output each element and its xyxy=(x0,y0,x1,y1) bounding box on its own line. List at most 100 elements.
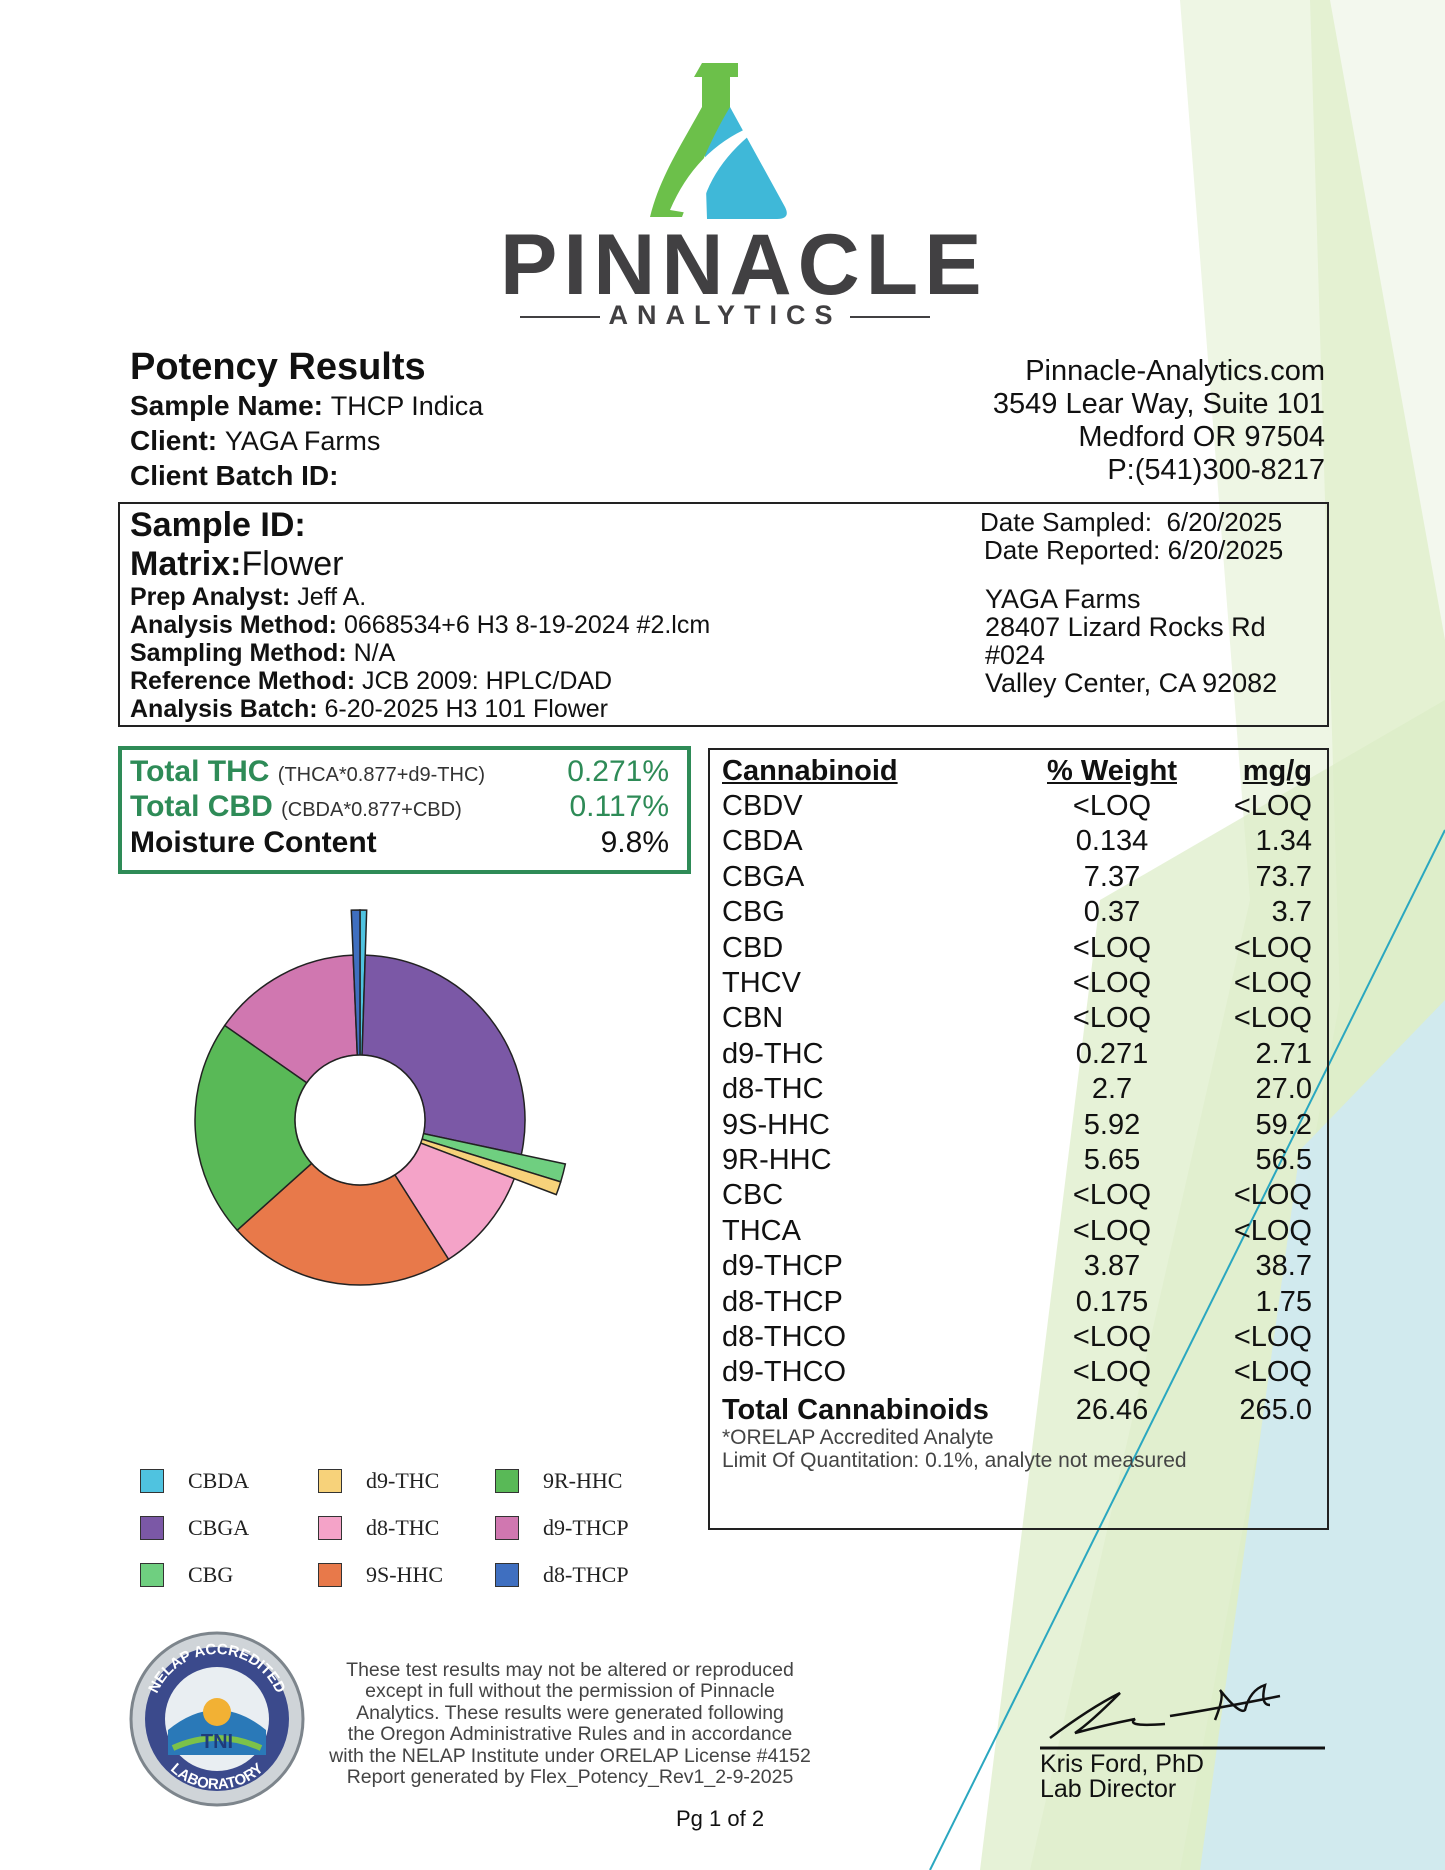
table-row: THCV <LOQ <LOQ xyxy=(722,969,1312,1004)
moisture-label: Moisture Content xyxy=(130,826,377,859)
legend-swatch xyxy=(495,1469,519,1493)
weight-value: <LOQ xyxy=(1072,967,1152,999)
disclaimer-line: the Oregon Administrative Rules and in a… xyxy=(347,1723,793,1746)
client-batch-label: Client Batch ID: xyxy=(130,460,339,491)
table-header: Cannabinoid % Weight mg/g xyxy=(722,757,1312,792)
weight-value: 7.37 xyxy=(1083,860,1141,893)
table-row: d9-THC 0.271 2.71 xyxy=(722,1039,1312,1075)
weight-value: <LOQ xyxy=(1072,1179,1152,1212)
sampling-method-label: Sampling Method: xyxy=(130,639,347,667)
reference-method-value: JCB 2009: HPLC/DAD xyxy=(362,667,613,695)
mg-value: 59.2 xyxy=(1255,1108,1312,1141)
analysis-batch-label: Analysis Batch: xyxy=(130,695,318,723)
mg-value: 27.0 xyxy=(1255,1073,1312,1106)
cannabinoid-table-box xyxy=(708,748,1329,1530)
totals-box xyxy=(118,746,691,874)
mg-value: 38.7 xyxy=(1255,1250,1312,1283)
cannabinoid-name: d8-THCO xyxy=(722,1321,847,1353)
prep-analyst-value: Jeff A. xyxy=(297,583,367,611)
table-row: 9R-HHC 5.65 56.5 xyxy=(722,1146,1312,1181)
analysis-method-row: Analysis Method: 0668534+6 H3 8-19-2024 … xyxy=(130,613,710,638)
cannabinoid-name: CBDA xyxy=(722,825,803,858)
disclaimer-line: Analytics. These results were generated … xyxy=(356,1701,784,1724)
logo-subtitle: ANALYTICS xyxy=(500,302,950,329)
header-cannabinoid: Cannabinoid xyxy=(722,755,898,787)
sample-name-value: THCP Indica xyxy=(330,391,484,421)
sample-info-box xyxy=(118,502,1329,727)
legend-label: d9-THCP xyxy=(543,1515,629,1540)
total-cannabinoids-label: Total Cannabinoids xyxy=(722,1394,989,1426)
cannabinoid-name: d9-THCP xyxy=(722,1250,843,1283)
weight-value: <LOQ xyxy=(1072,790,1152,822)
donut-hole xyxy=(294,1054,426,1186)
matrix-value: Flower xyxy=(241,545,344,583)
signer-name: Kris Ford, PhD xyxy=(1040,1750,1204,1778)
cannabinoid-name: 9R-HHC xyxy=(722,1144,832,1176)
table-row: d8-THC 2.7 27.0 xyxy=(722,1075,1312,1110)
signer-title: Lab Director xyxy=(1040,1775,1177,1803)
weight-value: 0.175 xyxy=(1075,1285,1149,1318)
date-sampled-value: 6/20/2025 xyxy=(1166,507,1283,537)
lab-phone: P:(541)300-8217 xyxy=(1107,454,1325,486)
weight-value: <LOQ xyxy=(1072,1002,1152,1035)
analysis-batch-value: 6-20-2025 H3 101 Flower xyxy=(324,695,609,723)
analysis-method-value: 0668534+6 H3 8-19-2024 #2.lcm xyxy=(343,611,711,639)
table-row: CBGA 7.37 73.7 xyxy=(722,860,1312,898)
potency-donut-chart xyxy=(194,909,567,1286)
mg-value: <LOQ xyxy=(1233,931,1312,964)
disclaimer-line: Report generated by Flex_Potency_Rev1_2-… xyxy=(346,1766,794,1789)
total-cannabinoids-mg: 265.0 xyxy=(1239,1394,1312,1426)
date-sampled-row: Date Sampled: 6/20/2025 xyxy=(980,509,1282,535)
cannabinoid-name: THCA xyxy=(722,1214,801,1247)
table-row: CBN <LOQ <LOQ xyxy=(722,1004,1312,1039)
total-cbd-formula: (CBDA*0.877+CBD) xyxy=(281,799,462,821)
moisture-value: 9.8% xyxy=(600,826,669,859)
signer-block: Kris Ford, PhD Lab Director xyxy=(1040,1752,1204,1802)
cannabinoid-name: d8-THC xyxy=(722,1073,824,1106)
weight-value: <LOQ xyxy=(1072,1356,1152,1389)
legend-swatch xyxy=(495,1563,519,1587)
prep-analyst-label: Prep Analyst: xyxy=(130,583,291,611)
total-cannabinoids-weight: 26.46 xyxy=(1075,1394,1149,1426)
legend-swatch xyxy=(318,1516,342,1540)
orelap-note: *ORELAP Accredited Analyte xyxy=(722,1426,994,1449)
mg-value: 73.7 xyxy=(1255,860,1312,893)
weight-value: 2.7 xyxy=(1091,1073,1133,1106)
mg-value: <LOQ xyxy=(1233,1321,1312,1353)
total-cbd-value: 0.117% xyxy=(569,790,669,823)
mg-value: <LOQ xyxy=(1233,1214,1312,1247)
client-batch-row: Client Batch ID: xyxy=(130,462,338,490)
header-weight: % Weight xyxy=(1047,755,1177,787)
weight-value: 5.65 xyxy=(1083,1144,1141,1176)
mg-value: <LOQ xyxy=(1233,1356,1312,1389)
mg-value: 1.34 xyxy=(1255,825,1312,858)
total-thc-value: 0.271% xyxy=(567,755,669,788)
legend-swatch xyxy=(140,1563,164,1587)
legend-swatch xyxy=(318,1469,342,1493)
cannabinoid-name: THCV xyxy=(722,967,801,999)
matrix-label: Matrix: xyxy=(130,545,242,583)
analysis-method-label: Analysis Method: xyxy=(130,611,337,639)
table-row: CBDV <LOQ <LOQ xyxy=(722,792,1312,827)
cannabinoid-name: CBGA xyxy=(722,860,805,893)
table-row: 9S-HHC 5.92 59.2 xyxy=(722,1108,1312,1146)
cannabinoid-name: CBDV xyxy=(722,790,803,822)
sampling-method-row: Sampling Method: N/A xyxy=(130,641,395,666)
table-row: CBDA 0.134 1.34 xyxy=(722,827,1312,862)
page-title: Potency Results xyxy=(130,346,426,388)
sample-id-label: Sample ID: xyxy=(130,506,306,544)
lab-address-line1: 3549 Lear Way, Suite 101 xyxy=(992,388,1325,420)
legend-label: d8-THCP xyxy=(543,1562,629,1587)
mg-value: 3.7 xyxy=(1271,896,1312,929)
loq-note: Limit Of Quantitation: 0.1%, analyte not… xyxy=(722,1449,1187,1472)
prep-analyst-row: Prep Analyst: Jeff A. xyxy=(130,585,366,610)
total-thc-label: Total THC xyxy=(130,755,270,788)
legend-swatch xyxy=(318,1563,342,1587)
disclaimer-line: with the NELAP Institute under ORELAP Li… xyxy=(329,1744,811,1767)
legend-label: CBG xyxy=(188,1562,234,1587)
total-cbd-label: Total CBD xyxy=(130,790,273,823)
mg-value: <LOQ xyxy=(1233,1002,1312,1035)
date-reported-row: Date Reported: 6/20/2025 xyxy=(984,537,1283,563)
sample-name-label: Sample Name: xyxy=(130,390,323,421)
signature-graphic xyxy=(1040,1683,1325,1750)
